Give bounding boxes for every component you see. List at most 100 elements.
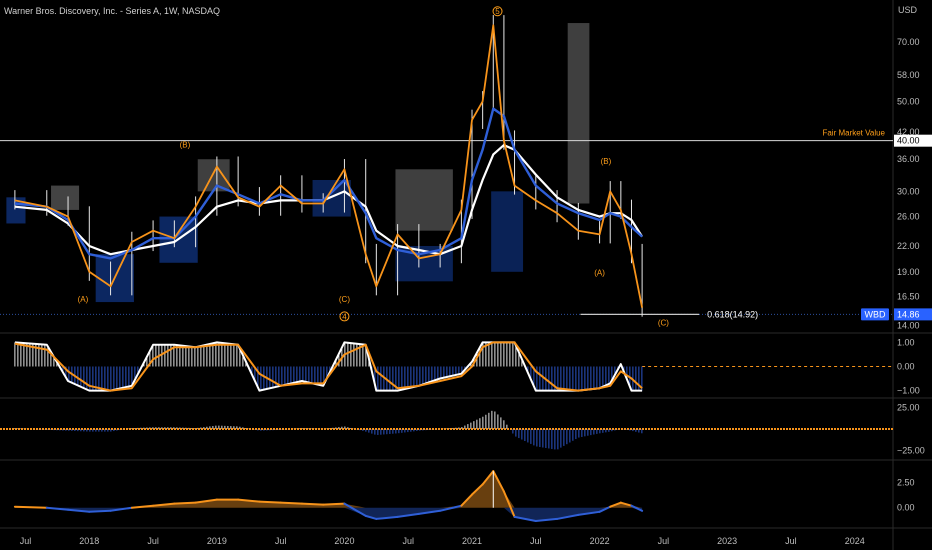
time-tick-10: Jul [658,536,670,546]
ma-line-white [14,144,644,256]
price-tick-8: 19.00 [897,267,920,277]
wave-label-4: 5 [495,7,500,16]
osc3-line-seg-3 [88,509,112,513]
osc3-line-seg-20 [439,504,463,512]
zone-gray-2 [197,159,230,192]
wave-label-7: (C) [658,319,669,328]
osc3-area-negative [14,507,643,521]
osc2-tick-1: −25.00 [897,446,925,456]
osc3-tick-1: 0.00 [897,503,915,513]
chart-title: Warner Bros. Discovery, Inc. - Series A,… [4,6,221,16]
osc1-line-orange [14,341,643,392]
osc3-line-seg-23 [481,470,495,486]
wave-label-5: (A) [594,269,605,278]
time-tick-6: Jul [402,536,414,546]
time-tick-1: 2018 [79,536,99,546]
osc1-tick-0: 1.00 [897,337,915,347]
fmv-price-tag-text: 40.00 [897,136,920,146]
osc3-line-seg-12 [279,501,303,505]
time-tick-12: Jul [785,536,797,546]
zone-gray-1 [51,185,80,210]
osc3-line-seg-25 [502,490,516,518]
oscillator-panel-1[interactable] [14,341,893,392]
osc3-line-seg-7 [173,501,197,505]
osc3-line-seg-33 [630,504,644,512]
osc3-line-seg-17 [375,515,399,520]
ma-line-blue [14,107,643,260]
ticker-badge-text: WBD [865,309,886,319]
time-tick-11: 2023 [717,536,737,546]
osc2-tick-0: 25.00 [897,402,920,412]
zone-blue-6 [491,191,524,272]
zone-gray-3 [395,169,453,231]
osc3-line-seg-5 [130,504,155,509]
osc3-line-seg-19 [417,509,442,515]
osc3-line-seg-8 [194,498,218,504]
price-tick-1: 58.00 [897,70,920,80]
price-panel[interactable]: Fair Market Value 0.618(14.92) (A) (B) (C) 4 5… [0,6,893,328]
osc3-line-seg-6 [152,502,176,507]
osc3-line-seg-2 [67,508,91,513]
oscillator-panel-3[interactable] [13,470,644,522]
wave-label-0: (A) [78,295,89,304]
price-tick-9: 16.50 [897,292,920,302]
currency-label: USD [898,5,918,15]
osc3-line-seg-21 [460,493,474,507]
zone-blue-4 [312,179,351,217]
time-tick-3: 2019 [207,536,227,546]
time-tick-2: Jul [147,536,159,546]
oscillator-panel-2[interactable] [0,410,893,450]
osc3-line-seg-18 [396,512,420,518]
osc3-line-seg-15 [343,502,367,517]
time-tick-0: Jul [20,536,32,546]
osc3-line-seg-24 [492,470,505,493]
price-line-orange [14,24,643,308]
price-tick-7: 22.00 [897,241,920,251]
osc3-line-seg-13 [300,502,325,506]
ticker-badge [861,308,889,321]
osc1-line-white [14,341,643,392]
wave-circle-3 [339,311,350,322]
time-tick-5: 2020 [334,536,354,546]
time-tick-13: 2024 [845,536,865,546]
wave-label-2: (C) [339,295,350,304]
time-tick-8: Jul [530,536,542,546]
osc3-line-seg-27 [534,517,559,522]
price-tick-4: 36.00 [897,154,920,164]
time-tick-9: 2022 [590,536,610,546]
osc3-line-seg-14 [322,502,346,506]
osc3-line-seg-1 [45,506,70,511]
wave-label-6: (B) [601,157,612,166]
wave-label-1: (B) [180,140,191,149]
osc3-line-seg-4 [109,506,133,512]
wave-zones [6,23,590,303]
osc3-area-positive [14,471,643,508]
zone-gray-4 [567,23,590,204]
last-price-badge [894,308,932,321]
axes: USD70.0058.0050.0042.0036.0030.0026.0022… [20,5,932,546]
osc3-line-seg-22 [471,483,484,496]
time-tick-4: Jul [275,536,287,546]
osc3-line-seg-11 [258,500,282,504]
wave-label-3: 4 [342,312,347,321]
fib-level-label: 0.618(14.92) [707,309,758,319]
fmv-price-tag [894,134,932,147]
price-tick-6: 26.00 [897,212,920,222]
osc3-line-seg-0 [13,505,48,509]
osc3-tick-0: 2.50 [897,477,915,487]
osc3-line-seg-29 [577,510,601,516]
osc3-line-seg-26 [513,515,537,522]
price-tick-0: 70.00 [897,37,920,47]
time-tick-7: 2021 [462,536,482,546]
price-tick-5: 30.00 [897,186,920,196]
osc1-tick-1: 0.00 [897,362,915,372]
price-tick-2: 50.00 [897,96,920,106]
osc3-line-seg-32 [619,501,633,507]
osc1-tick-2: −1.00 [897,386,920,396]
fair-market-value-label: Fair Market Value [822,129,885,138]
osc3-line-seg-10 [237,498,261,503]
price-tick-10: 14.00 [897,321,920,331]
osc3-line-seg-31 [609,501,622,508]
